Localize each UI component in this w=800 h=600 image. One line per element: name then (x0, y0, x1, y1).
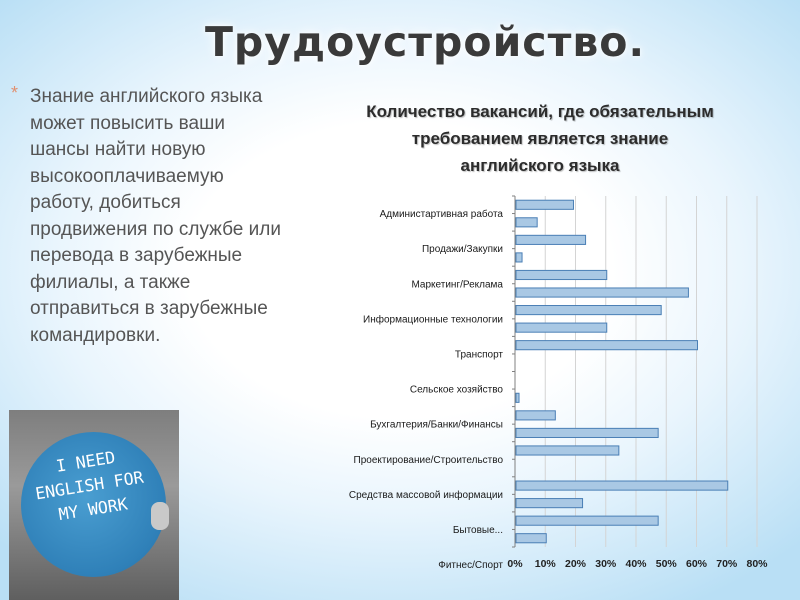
bar (515, 445, 620, 456)
bar (515, 252, 523, 263)
bar (515, 392, 520, 403)
category-label: Информационные технологии (363, 313, 503, 325)
english-sign-photo: I NEED ENGLISH FOR MY WORK (9, 410, 179, 600)
bullet-paragraph: * Знание английского языка может повысит… (11, 83, 287, 349)
x-tick-label: 50% (656, 558, 678, 570)
bullet-text: Знание английского языка может повысить … (30, 86, 281, 346)
bar (515, 199, 574, 210)
category-label: Продажи/Закупки (422, 244, 503, 255)
chart-title-line-1: Количество вакансий, где обязательным (366, 102, 714, 121)
bar (515, 515, 659, 526)
category-label: Сельское хозяйство (410, 385, 504, 396)
x-tick-label: 10% (535, 558, 557, 570)
bar (515, 269, 608, 281)
bar (515, 305, 662, 316)
category-label: Администартивная работа (380, 208, 504, 220)
right-hand (151, 502, 169, 530)
bullet-marker: * (11, 83, 19, 103)
x-tick-label: 30% (595, 558, 617, 570)
bar (515, 427, 659, 438)
bar (515, 410, 556, 421)
x-tick-label: 20% (565, 558, 587, 570)
bar (515, 533, 547, 544)
chart-title-line-2: требованием является знание (411, 129, 669, 148)
bar (515, 234, 587, 245)
x-tick-label: 80% (746, 558, 768, 570)
x-tick-label: 70% (716, 558, 738, 570)
bar (515, 340, 698, 351)
chart-title: Количество вакансий, где обязательным тр… (320, 98, 760, 179)
bar (515, 217, 538, 228)
slide-title: Трудоустройство. (204, 18, 646, 66)
category-label: Фитнес/Спорт (438, 560, 503, 571)
bar (515, 480, 729, 491)
category-label: Проектирование/Строительство (354, 455, 504, 466)
bar (515, 322, 608, 333)
category-label: Бытовые... (453, 525, 503, 536)
sign-circle (21, 432, 166, 577)
category-label: Маркетинг/Реклама (411, 279, 503, 290)
category-label: Бухгалтерия/Банки/Финансы (370, 420, 503, 431)
x-tick-label: 60% (686, 558, 708, 570)
category-label: Средства массовой информации (349, 489, 503, 501)
x-tick-label: 0% (507, 558, 523, 570)
x-tick-label: 40% (625, 558, 647, 570)
bar (515, 287, 689, 298)
category-label: Транспорт (455, 349, 504, 360)
bar (515, 498, 584, 509)
chart-title-line-3: английского языка (460, 156, 620, 175)
